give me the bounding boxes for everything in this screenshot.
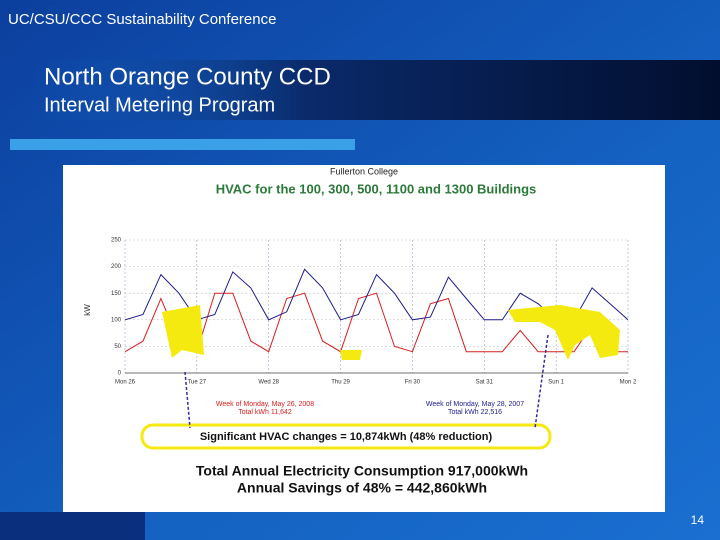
x-tick-label: Sun 1	[548, 380, 564, 386]
highlights	[162, 305, 620, 360]
y-tick-label: 250	[111, 238, 122, 244]
y-axis-label: kW	[83, 304, 92, 316]
page-number: 14	[691, 513, 705, 527]
x-tick-label: Thu 29	[331, 380, 350, 386]
summary-line: Annual Savings of 48% = 442,860kWh	[237, 480, 487, 496]
x-tick-label: Mon 26	[115, 380, 136, 386]
title-band	[30, 60, 720, 120]
legend-total: Total kWh 11,642	[238, 409, 292, 416]
summary-line: Total Annual Electricity Consumption 917…	[196, 463, 528, 479]
highlight	[508, 305, 620, 360]
highlight	[340, 350, 362, 360]
legend-entry: Week of Monday, May 26, 2008	[216, 401, 314, 408]
chart-title: HVAC for the 100, 300, 500, 1100 and 130…	[216, 181, 537, 196]
y-tick-label: 50	[114, 344, 121, 350]
x-tick-label: Tue 27	[188, 380, 207, 386]
chart-source: Fullerton College	[330, 166, 398, 176]
callout: Significant HVAC changes = 10,874kWh (48…	[200, 431, 493, 443]
series-line	[124, 292, 628, 353]
y-tick-label: 100	[111, 317, 122, 323]
x-tick-label: Fri 30	[405, 380, 421, 386]
legend-total: Total kWh 22,516	[448, 409, 502, 416]
y-tick-label: 0	[118, 371, 122, 377]
corner-block	[0, 512, 145, 540]
highlight	[162, 305, 204, 358]
callout-box	[140, 423, 552, 450]
accent-bar	[10, 139, 355, 150]
y-tick-label: 200	[111, 264, 122, 270]
x-tick-label: Wed 28	[258, 380, 279, 386]
title: North Orange County CCD	[44, 63, 331, 90]
subtitle: Interval Metering Program	[44, 94, 275, 116]
x-tick-label: Sat 31	[476, 380, 494, 386]
legend-entry: Week of Monday, May 28, 2007	[426, 401, 524, 408]
callout-pointers	[184, 334, 549, 429]
x-tick-label: Mon 2	[620, 380, 637, 386]
conference: UC/CSU/CCC Sustainability Conference	[8, 11, 276, 28]
y-tick-label: 150	[111, 291, 122, 297]
